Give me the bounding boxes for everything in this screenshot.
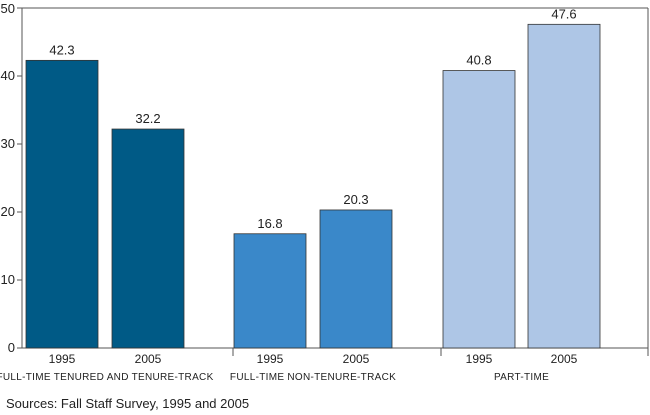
bar-value-label: 16.8 [257,216,282,231]
bar-value-label: 42.3 [49,42,74,57]
bar-value-label: 40.8 [466,53,491,68]
bar-value-label: 20.3 [343,192,368,207]
x-group-label: FULL-TIME TENURED AND TENURE-TRACK [0,372,214,383]
bar-1-2005 [111,128,185,349]
bar-2-1995 [233,233,307,349]
x-tick-label-year: 1995 [466,352,493,366]
y-tick-label: 20 [1,204,15,219]
bar-value-label: 32.2 [135,111,160,126]
x-tick-label-year: 1995 [49,352,76,366]
y-tick-label: 50 [1,1,15,16]
bar-2-2005 [319,209,393,349]
y-tick-label: 40 [1,68,15,83]
x-group-label: PART-TIME [494,372,549,383]
x-group-label: FULL-TIME NON-TENURE-TRACK [230,372,396,383]
chart-labels: 42.3 1995 32.2 2005 FULL-TIME TENURED AND TE… [0,6,578,383]
y-tick-label: 0 [8,340,15,355]
y-tick-label: 10 [1,272,15,287]
x-tick-label-year: 2005 [135,352,162,366]
chart-bars [25,23,601,349]
x-tick-label-year: 2005 [343,352,370,366]
bar-3-1995 [442,70,516,349]
x-tick-label-year: 2005 [551,352,578,366]
source-note: Sources: Fall Staff Survey, 1995 and 200… [6,396,250,411]
bar-3-2005 [527,23,601,349]
y-tick-label: 30 [1,136,15,151]
x-tick-label-year: 1995 [257,352,284,366]
bar-1-1995 [25,59,99,349]
bar-value-label: 47.6 [551,6,576,21]
